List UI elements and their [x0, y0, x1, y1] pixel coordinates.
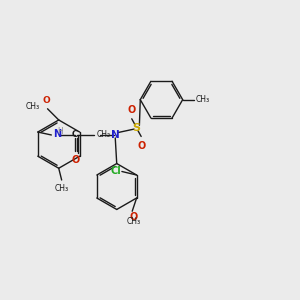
Text: N: N: [111, 130, 120, 140]
Text: CH₃: CH₃: [25, 102, 39, 111]
Text: CH₃: CH₃: [196, 95, 210, 104]
Text: O: O: [127, 105, 135, 115]
Text: Cl: Cl: [110, 167, 121, 176]
Text: C: C: [72, 130, 78, 140]
Text: O: O: [129, 212, 137, 222]
Text: S: S: [133, 123, 140, 133]
Text: H: H: [57, 127, 63, 136]
Text: N: N: [53, 129, 61, 140]
Text: CH₃: CH₃: [55, 184, 69, 193]
Text: CH₂: CH₂: [96, 130, 110, 139]
Text: O: O: [71, 155, 80, 165]
Text: O: O: [138, 141, 146, 151]
Text: CH₃: CH₃: [126, 217, 140, 226]
Text: O: O: [43, 96, 50, 105]
